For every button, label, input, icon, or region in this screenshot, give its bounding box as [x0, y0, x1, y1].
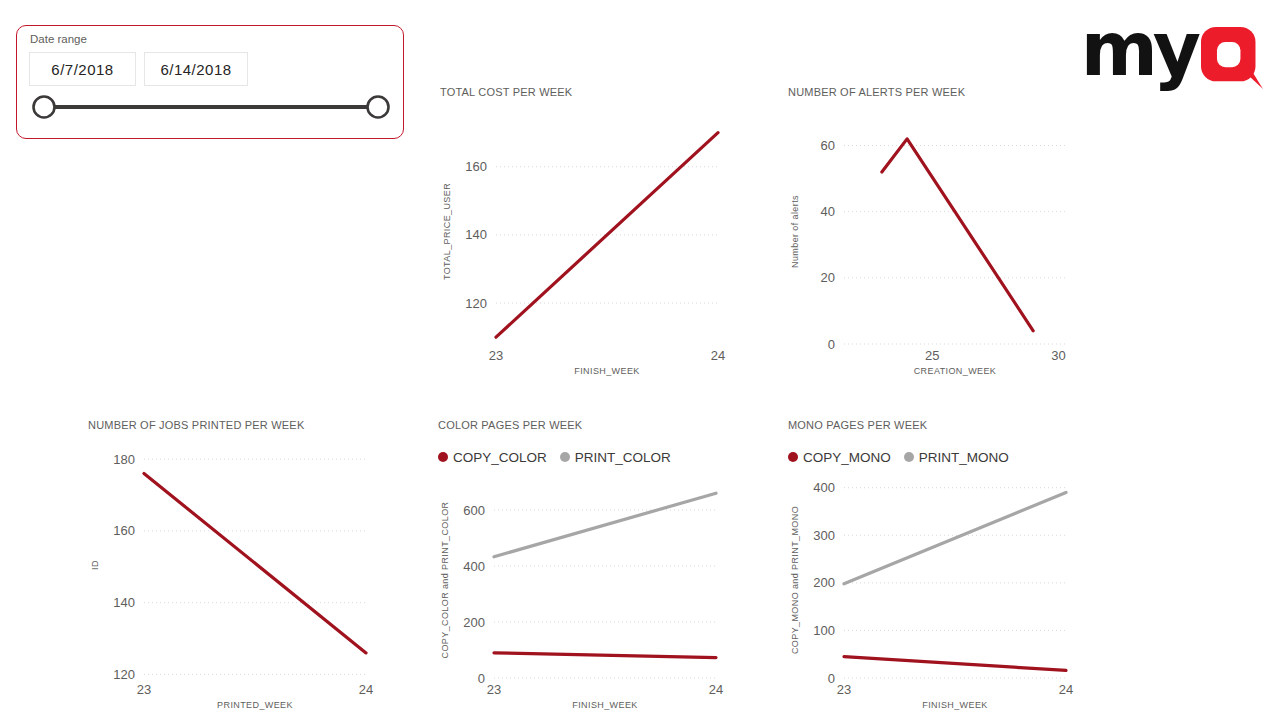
x-tick-label: 24	[1059, 682, 1073, 697]
series-line-print-color[interactable]	[494, 493, 716, 557]
slicer-title: Date range	[30, 33, 87, 45]
x-axis-title: FINISH_WEEK	[922, 700, 987, 710]
y-tick-label: 160	[113, 523, 135, 538]
y-axis-title: ID	[90, 560, 100, 570]
logo-q-icon	[1201, 22, 1263, 90]
chart-title: TOTAL COST PER WEEK	[440, 85, 732, 109]
x-tick-label: 24	[359, 682, 373, 697]
alerts-plot[interactable]: 0 20 40 60 25 30 CREATION_WEEK Number of alerts	[788, 109, 1080, 380]
y-tick-label: 120	[465, 296, 487, 311]
y-tick-label: 120	[113, 667, 135, 682]
legend-bullet-icon	[788, 452, 798, 462]
chart-legend: COPY_COLOR PRINT_COLOR	[438, 442, 730, 472]
y-tick-label: 20	[821, 270, 835, 285]
y-axis-title: TOTAL_PRICE_USER	[442, 183, 452, 280]
chart-legend: COPY_MONO PRINT_MONO	[788, 442, 1080, 472]
legend-bullet-icon	[438, 452, 448, 462]
series-line-number-of-alerts[interactable]	[882, 139, 1033, 331]
jobs-printed-plot[interactable]: 120 140 160 180 23 24 PRINTED_WEEK ID	[88, 442, 380, 714]
y-tick-label: 0	[828, 337, 835, 352]
total-cost-plot[interactable]: 120 140 160 23 24 FINISH_WEEK TOTAL_PRICE_USER	[440, 109, 732, 380]
y-tick-label: 140	[465, 227, 487, 242]
slider-handle-end[interactable]	[368, 97, 389, 118]
x-tick-label: 24	[711, 348, 725, 363]
series-line-copy-color[interactable]	[494, 653, 716, 658]
y-axis-title: Number of alerts	[790, 195, 800, 268]
x-tick-label: 23	[489, 348, 503, 363]
myq-logo: my	[1081, 14, 1263, 90]
legend-bullet-icon	[560, 452, 570, 462]
chart-title: MONO PAGES PER WEEK	[788, 418, 1080, 442]
y-tick-label: 0	[828, 671, 835, 686]
legend-item-print-color[interactable]: PRINT_COLOR	[560, 450, 671, 465]
chart-color-pages-per-week: COLOR PAGES PER WEEK COPY_COLOR PRINT_CO…	[438, 418, 730, 714]
legend-label: COPY_MONO	[803, 450, 891, 465]
y-tick-label: 60	[821, 138, 835, 153]
legend-bullet-icon	[904, 452, 914, 462]
mono-pages-plot[interactable]: 0 100 200 300 400 23 24 FINISH_WEEK COPY_MONO an…	[788, 472, 1080, 714]
y-tick-label: 160	[465, 159, 487, 174]
end-date-input[interactable]	[144, 52, 248, 86]
legend-label: PRINT_MONO	[919, 450, 1009, 465]
legend-item-copy-color[interactable]: COPY_COLOR	[438, 450, 547, 465]
x-tick-label: 23	[137, 682, 151, 697]
x-tick-label: 25	[925, 348, 939, 363]
chart-total-cost-per-week: TOTAL COST PER WEEK 120 140 160 23 24 FINISH_…	[440, 85, 732, 380]
legend-item-copy-mono[interactable]: COPY_MONO	[788, 450, 891, 465]
y-tick-label: 100	[813, 623, 835, 638]
x-tick-label: 23	[837, 682, 851, 697]
y-axis-title: COPY_MONO and PRINT_MONO	[790, 506, 800, 654]
x-tick-label: 24	[709, 682, 723, 697]
slider-handle-start[interactable]	[34, 97, 55, 118]
y-tick-label: 200	[813, 575, 835, 590]
series-line-print-mono[interactable]	[844, 492, 1066, 583]
chart-title: COLOR PAGES PER WEEK	[438, 418, 730, 442]
x-axis-title: FINISH_WEEK	[574, 366, 639, 376]
x-axis-title: CREATION_WEEK	[914, 366, 997, 376]
y-tick-label: 180	[113, 452, 135, 467]
chart-mono-pages-per-week: MONO PAGES PER WEEK COPY_MONO PRINT_MONO…	[788, 418, 1080, 714]
y-tick-label: 0	[478, 671, 485, 686]
x-tick-label: 30	[1051, 348, 1065, 363]
y-tick-label: 40	[821, 204, 835, 219]
x-axis-title: PRINTED_WEEK	[217, 700, 293, 710]
legend-label: COPY_COLOR	[453, 450, 547, 465]
y-tick-label: 300	[813, 528, 835, 543]
y-tick-label: 600	[463, 503, 485, 518]
chart-alerts-per-week: NUMBER OF ALERTS PER WEEK 0 20 40 60 25 30 CRE…	[788, 85, 1080, 380]
x-axis-title: FINISH_WEEK	[572, 700, 637, 710]
y-tick-label: 400	[813, 480, 835, 495]
start-date-input[interactable]	[29, 52, 136, 86]
date-range-slider[interactable]	[17, 92, 405, 126]
chart-title: NUMBER OF JOBS PRINTED PER WEEK	[88, 418, 380, 442]
x-tick-label: 23	[487, 682, 501, 697]
color-pages-plot[interactable]: 0 200 400 600 23 24 FINISH_WEEK COPY_COLOR and …	[438, 472, 730, 714]
series-line-id[interactable]	[144, 474, 366, 653]
y-axis-title: COPY_COLOR and PRINT_COLOR	[440, 501, 450, 658]
chart-jobs-printed-per-week: NUMBER OF JOBS PRINTED PER WEEK 120 140 16…	[88, 418, 380, 714]
legend-label: PRINT_COLOR	[575, 450, 671, 465]
logo-text-my: my	[1081, 14, 1196, 84]
date-range-slicer: Date range	[16, 25, 404, 139]
y-tick-label: 400	[463, 559, 485, 574]
series-line-copy-mono[interactable]	[844, 657, 1066, 671]
y-tick-label: 200	[463, 615, 485, 630]
legend-item-print-mono[interactable]: PRINT_MONO	[904, 450, 1009, 465]
chart-title: NUMBER OF ALERTS PER WEEK	[788, 85, 1080, 109]
y-tick-label: 140	[113, 595, 135, 610]
